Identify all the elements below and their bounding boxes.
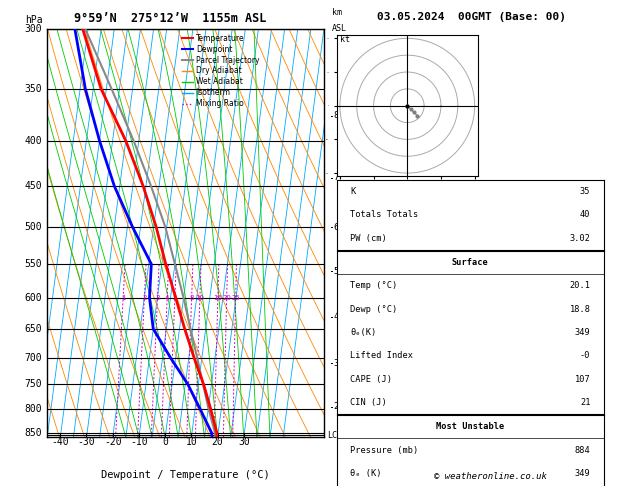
Text: 650: 650 <box>24 324 42 334</box>
Text: km: km <box>332 8 342 17</box>
Text: 850: 850 <box>24 428 42 438</box>
Text: -10: -10 <box>130 437 148 448</box>
Text: 10: 10 <box>196 295 204 301</box>
Text: 450: 450 <box>24 181 42 191</box>
Text: K: K <box>350 187 355 196</box>
Text: 8: 8 <box>333 111 339 120</box>
Text: 349: 349 <box>575 328 591 337</box>
Text: 20: 20 <box>212 437 223 448</box>
Text: 3: 3 <box>155 295 160 301</box>
Text: 5: 5 <box>333 267 339 276</box>
Text: 21: 21 <box>580 398 591 407</box>
Text: 500: 500 <box>24 222 42 232</box>
Text: -30: -30 <box>78 437 96 448</box>
Text: ASL: ASL <box>332 24 347 33</box>
Text: Dewp (°C): Dewp (°C) <box>350 305 397 313</box>
Text: 6: 6 <box>333 223 339 232</box>
Text: 300: 300 <box>24 24 42 34</box>
Text: 5: 5 <box>173 295 177 301</box>
Text: 600: 600 <box>24 293 42 303</box>
Text: 10: 10 <box>186 437 198 448</box>
Text: -40: -40 <box>52 437 69 448</box>
Text: 03.05.2024  00GMT (Base: 00): 03.05.2024 00GMT (Base: 00) <box>377 12 566 22</box>
Text: 2: 2 <box>142 295 147 301</box>
Text: Surface: Surface <box>452 258 489 267</box>
Text: θₑ(K): θₑ(K) <box>350 328 376 337</box>
Text: 20: 20 <box>222 295 231 301</box>
Text: 884: 884 <box>575 446 591 454</box>
Text: 20.1: 20.1 <box>569 281 591 290</box>
Text: CAPE (J): CAPE (J) <box>350 375 392 383</box>
Text: 18.8: 18.8 <box>569 305 591 313</box>
Text: 700: 700 <box>24 353 42 363</box>
Text: 107: 107 <box>575 375 591 383</box>
Text: 7: 7 <box>333 173 339 182</box>
Text: Lifted Index: Lifted Index <box>350 351 413 360</box>
Text: © weatheronline.co.uk: © weatheronline.co.uk <box>434 472 547 481</box>
Text: 9°59’N  275°12’W  1155m ASL: 9°59’N 275°12’W 1155m ASL <box>74 12 266 25</box>
Text: 4: 4 <box>333 312 339 321</box>
Text: Mixing Ratio (g/kg): Mixing Ratio (g/kg) <box>375 186 384 281</box>
Text: -20: -20 <box>104 437 121 448</box>
Text: PW (cm): PW (cm) <box>350 234 387 243</box>
Text: 8: 8 <box>189 295 194 301</box>
Text: 750: 750 <box>24 380 42 389</box>
Text: 400: 400 <box>24 136 42 146</box>
Text: 35: 35 <box>580 187 591 196</box>
Text: 3: 3 <box>333 359 339 367</box>
Text: -0: -0 <box>580 351 591 360</box>
Text: θₑ (K): θₑ (K) <box>350 469 381 478</box>
Text: 0: 0 <box>162 437 168 448</box>
Text: kt: kt <box>340 35 350 44</box>
Text: Pressure (mb): Pressure (mb) <box>350 446 418 454</box>
Text: 3.02: 3.02 <box>569 234 591 243</box>
Text: 30: 30 <box>238 437 250 448</box>
Text: Totals Totals: Totals Totals <box>350 210 418 219</box>
Text: 40: 40 <box>580 210 591 219</box>
Text: 350: 350 <box>24 84 42 94</box>
Text: CIN (J): CIN (J) <box>350 398 387 407</box>
Text: 349: 349 <box>575 469 591 478</box>
Text: LCL: LCL <box>326 431 342 440</box>
Text: Dewpoint / Temperature (°C): Dewpoint / Temperature (°C) <box>101 470 270 480</box>
Legend: Temperature, Dewpoint, Parcel Trajectory, Dry Adiabat, Wet Adiabat, Isotherm, Mi: Temperature, Dewpoint, Parcel Trajectory… <box>181 33 260 109</box>
Text: 2: 2 <box>333 402 339 412</box>
Text: 800: 800 <box>24 404 42 415</box>
Text: hPa: hPa <box>25 15 43 25</box>
Text: 550: 550 <box>24 259 42 269</box>
Text: 25: 25 <box>231 295 240 301</box>
Text: 4: 4 <box>165 295 169 301</box>
Text: 1: 1 <box>121 295 125 301</box>
Text: Most Unstable: Most Unstable <box>436 422 504 431</box>
Text: Temp (°C): Temp (°C) <box>350 281 397 290</box>
Text: 16: 16 <box>213 295 223 301</box>
